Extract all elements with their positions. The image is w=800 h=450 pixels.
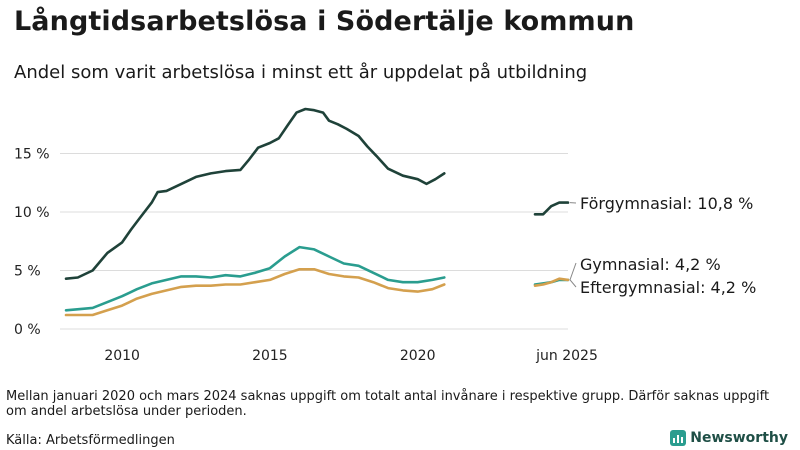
x-tick-label: 2015	[252, 348, 288, 364]
series-line	[64, 245, 446, 312]
footnote: Mellan januari 2020 och mars 2024 saknas…	[6, 389, 770, 419]
label-leader	[569, 279, 577, 288]
series-line	[64, 268, 446, 317]
series-line	[64, 107, 446, 280]
y-tick-label: 0 %	[14, 322, 41, 338]
brand-logo: Newsworthy	[670, 430, 788, 446]
series-end-label: Gymnasial: 4,2 %	[580, 255, 721, 274]
y-tick-label: 5 %	[14, 264, 41, 280]
series-line	[533, 277, 570, 287]
series-end-label: Förgymnasial: 10,8 %	[580, 194, 753, 213]
series-end-label: Eftergymnasial: 4,2 %	[580, 278, 756, 297]
x-tick-label-end: jun 2025	[535, 348, 598, 364]
x-tick-label: 2020	[400, 348, 436, 364]
x-tick-label: 2010	[104, 348, 140, 364]
y-tick-label: 10 %	[14, 205, 50, 221]
brand-name: Newsworthy	[690, 430, 788, 446]
series-line	[533, 201, 570, 216]
source-note: Källa: Arbetsförmedlingen	[6, 433, 175, 448]
chart-title: Långtidsarbetslösa i Södertälje kommun	[14, 6, 635, 37]
label-leader	[569, 262, 577, 281]
line-chart: 0 % 5 % 10 % 15 % 2010 2015 2020 jun 2025 Förgym…	[14, 107, 756, 364]
chart-subtitle: Andel som varit arbetslösa i minst ett å…	[14, 62, 588, 83]
bar-chart-icon	[670, 430, 687, 446]
y-tick-label: 15 %	[14, 147, 50, 163]
